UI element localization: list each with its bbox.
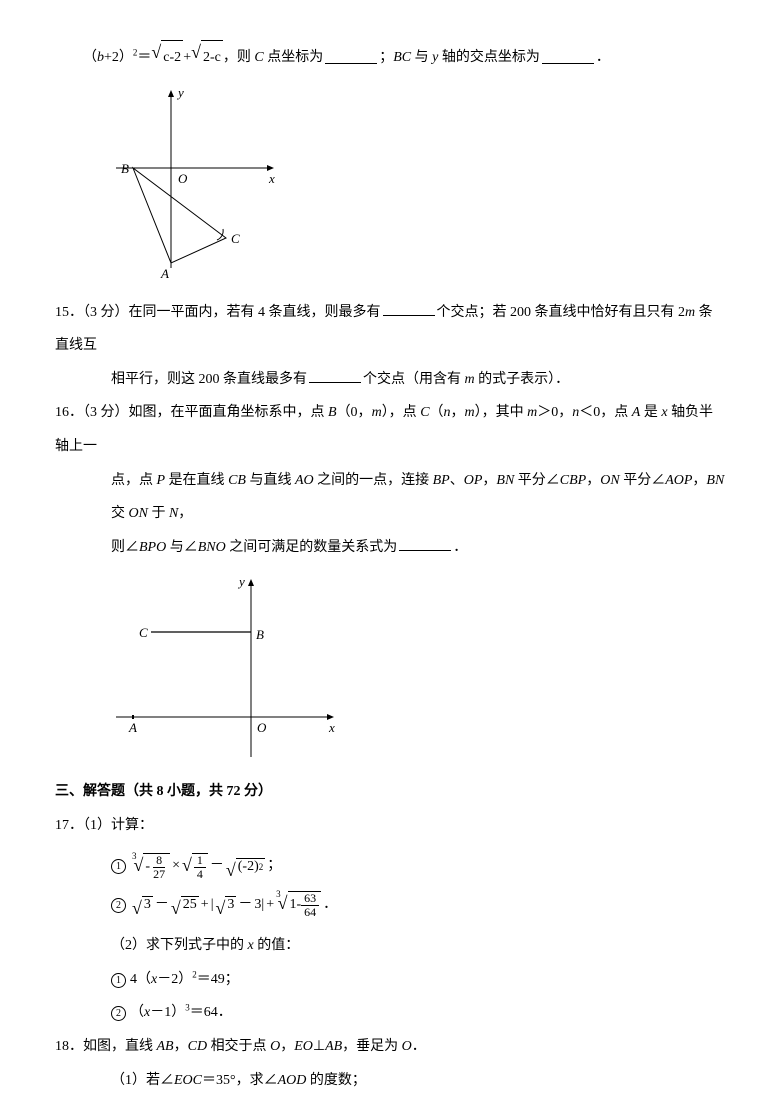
a-label2: A (128, 720, 137, 735)
x-label: x (268, 171, 275, 186)
q15-line2: 相平行，则这 200 条直线最多有个交点（用含有 m 的式子表示）． (55, 363, 725, 397)
circled-1b: 1 (111, 973, 126, 988)
q17-eq1: 14（x－2）2＝49； (55, 963, 725, 997)
cbrt-1-63-64: 3√ 1-6364 (276, 891, 321, 919)
text: （b+2）2＝ (83, 41, 151, 75)
figure-q16: y x O C B A (111, 572, 725, 767)
sqrt-2-minus-c: √2-c (191, 40, 223, 75)
q16-line3: 则∠BPO 与∠BNO 之间可满足的数量关系式为． (55, 531, 725, 565)
text: BC 与 y 轴的交点坐标为 (393, 41, 540, 75)
sep: ； (379, 41, 393, 75)
sqrt-3b: √3 (216, 896, 237, 914)
sqrt-neg2-sq: √(-2)2 (226, 858, 265, 876)
figure-q14: y x O B A C (111, 83, 725, 288)
q16-line1: 16．（3 分）如图，在平面直角坐标系中，点 B（0，m），点 C（n，m），其… (55, 396, 725, 463)
c-label2: C (139, 625, 148, 640)
sqrt-c-minus-2: √c-2 (151, 40, 183, 75)
cbrt-neg8-27: 3√ -827 (132, 853, 170, 881)
q17-calc-1: 1 3√ -827 × √ 14 － √(-2)2 ； (55, 853, 725, 881)
period: ． (596, 41, 610, 75)
q17-eq2: 2（x－1）3＝64． (55, 996, 725, 1030)
blank-q16[interactable] (399, 537, 451, 551)
o-label2: O (257, 720, 267, 735)
sqrt-25: √25 (171, 896, 199, 914)
b-label2: B (256, 627, 264, 642)
q17-head: 17．（1）计算： (55, 809, 725, 843)
y-label2: y (237, 574, 245, 589)
blank-q15b[interactable] (309, 369, 361, 383)
q17-calc-2: 2 √3 － √25 +| √3 －3| + 3√ 1-6364 ． (55, 891, 725, 919)
q17-part2: （2）求下列式子中的 x 的值： (55, 929, 725, 963)
circled-2b: 2 (111, 1006, 126, 1021)
c-label: C (231, 231, 240, 246)
circled-2: 2 (111, 898, 126, 913)
q18-head: 18．如图，直线 AB，CD 相交于点 O，EO⊥AB，垂足为 O． (55, 1030, 725, 1064)
q14-fragment: （b+2）2＝ √c-2 + √2-c ，则 C 点坐标为 ； BC 与 y 轴… (55, 40, 725, 75)
circled-1: 1 (111, 859, 126, 874)
sqrt-1-4: √ 14 (182, 853, 208, 881)
blank-y-intersect[interactable] (542, 50, 594, 64)
a-label: A (160, 266, 169, 281)
section-3-header: 三、解答题（共 8 小题，共 72 分） (55, 775, 725, 809)
q16-line2: 点，点 P 是在直线 CB 与直线 AO 之间的一点，连接 BP、OP，BN 平… (55, 464, 725, 531)
q18-p1: （1）若∠EOC＝35°，求∠AOD 的度数； (55, 1064, 725, 1098)
q15-line1: 15．（3 分）在同一平面内，若有 4 条直线，则最多有个交点；若 200 条直… (55, 296, 725, 363)
text: ，则 C 点坐标为 (223, 41, 323, 75)
b-label: B (121, 161, 129, 176)
o-label: O (178, 171, 188, 186)
blank-c-coord[interactable] (325, 50, 377, 64)
blank-q15a[interactable] (383, 302, 435, 316)
sqrt-3a: √3 (132, 896, 153, 914)
x-label2: x (328, 720, 335, 735)
plus: + (183, 41, 191, 75)
y-label: y (176, 85, 184, 100)
